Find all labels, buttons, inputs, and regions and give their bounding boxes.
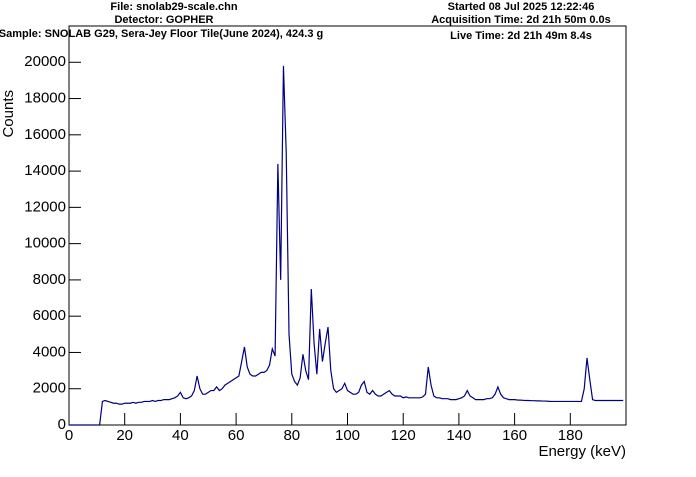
- started-label: Started 08 Jul 2025 12:22:46: [448, 1, 595, 13]
- y-tick-label: 2000: [33, 380, 66, 397]
- y-tick-label: 14000: [24, 162, 66, 179]
- x-tick-label: 60: [228, 427, 245, 444]
- x-tick-label: 100: [335, 427, 360, 444]
- x-tick-label: 180: [558, 427, 583, 444]
- acquisition-label: Acquisition Time: 2d 21h 50m 0.0s: [431, 14, 611, 26]
- x-tick-label: 120: [391, 427, 416, 444]
- x-tick-label: 40: [172, 427, 189, 444]
- live-time-label: Live Time: 2d 21h 49m 8.4s: [450, 30, 592, 42]
- x-tick-label: 80: [283, 427, 300, 444]
- y-tick-label: 10000: [24, 235, 66, 252]
- sample-label: Sample: SNOLAB G29, Sera-Jey Floor Tile(…: [0, 28, 323, 40]
- y-tick-label: 20000: [24, 53, 66, 70]
- x-axis-label: Energy (keV): [538, 443, 626, 460]
- y-tick-label: 8000: [33, 271, 66, 288]
- x-tick-label: 0: [65, 427, 73, 444]
- y-tick-label: 16000: [24, 126, 66, 143]
- y-tick-label: 4000: [33, 343, 66, 360]
- y-tick-label: 18000: [24, 90, 66, 107]
- x-tick-label: 140: [446, 427, 471, 444]
- detector-label: Detector: GOPHER: [114, 14, 213, 26]
- y-tick-label: 0: [58, 416, 66, 433]
- spectrum-line: [69, 65, 624, 426]
- y-tick-label: 12000: [24, 198, 66, 215]
- file-label: File: snolab29-scale.chn: [110, 1, 237, 13]
- y-axis-label: Counts: [0, 90, 17, 138]
- y-tick-label: 6000: [33, 307, 66, 324]
- x-tick-label: 20: [116, 427, 133, 444]
- x-tick-label: 160: [502, 427, 527, 444]
